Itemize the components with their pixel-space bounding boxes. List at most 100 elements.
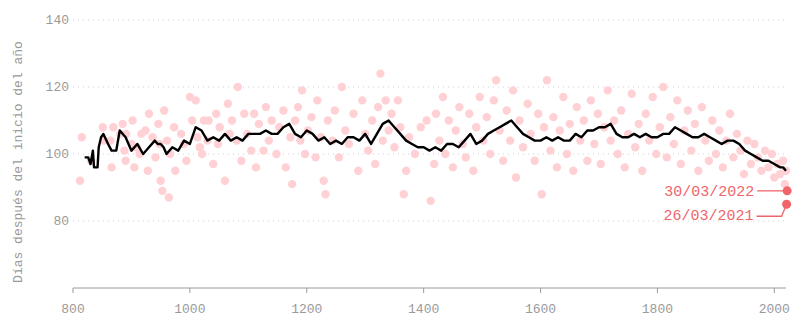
bloom-point <box>182 157 190 165</box>
x-tick <box>423 288 424 293</box>
bloom-point <box>198 150 206 158</box>
bloom-point <box>543 76 551 84</box>
bloom-point <box>559 93 567 101</box>
x-tick <box>306 288 307 293</box>
trend-line <box>85 121 786 171</box>
bloom-point <box>387 110 395 118</box>
bloom-point <box>768 150 776 158</box>
bloom-point <box>250 110 258 118</box>
bloom-point <box>563 150 571 158</box>
bloom-point <box>486 150 494 158</box>
bloom-point <box>288 180 296 188</box>
bloom-point <box>556 126 564 134</box>
bloom-point <box>237 157 245 165</box>
bloom-point <box>490 96 498 104</box>
bloom-point <box>590 140 598 148</box>
bloom-point <box>649 93 657 101</box>
bloom-point <box>499 157 507 165</box>
bloom-point <box>130 163 138 171</box>
bloom-point <box>141 126 149 134</box>
bloom-point <box>335 153 343 161</box>
bloom-point <box>449 163 457 171</box>
bloom-point <box>209 160 217 168</box>
bloom-point <box>368 116 376 124</box>
x-axis-line <box>73 288 786 289</box>
bloom-point <box>228 116 236 124</box>
bloom-point <box>128 116 136 124</box>
bloom-point <box>301 150 309 158</box>
bloom-point <box>617 106 625 114</box>
bloom-point <box>338 83 346 91</box>
bloom-point <box>506 136 514 144</box>
bloom-point <box>492 76 500 84</box>
bloom-point <box>265 136 273 144</box>
bloom-point <box>307 113 315 121</box>
bloom-point <box>268 116 276 124</box>
bloom-point <box>519 143 527 151</box>
bloom-point <box>341 126 349 134</box>
bloom-point <box>422 116 430 124</box>
bloom-point <box>705 157 713 165</box>
bloom-point <box>546 146 554 154</box>
bloom-point <box>698 103 706 111</box>
bloom-point <box>613 150 621 158</box>
bloom-point <box>165 193 173 201</box>
bloom-point <box>538 190 546 198</box>
bloom-point <box>331 106 339 114</box>
bloom-point <box>358 96 366 104</box>
annotation: 26/03/2021 <box>664 208 754 225</box>
bloom-point <box>311 153 319 161</box>
x-tick-label: 1400 <box>408 302 439 317</box>
bloom-point <box>212 110 220 118</box>
bloom-point <box>597 160 605 168</box>
bloom-point <box>708 116 716 124</box>
bloom-point <box>476 93 484 101</box>
bloom-point <box>291 116 299 124</box>
bloom-point <box>462 153 470 161</box>
annotation-leader <box>757 190 787 191</box>
bloom-point <box>469 167 477 175</box>
bloom-point <box>188 116 196 124</box>
bloom-point <box>764 163 772 171</box>
bloom-point <box>549 113 557 121</box>
bloom-point <box>99 123 107 131</box>
bloom-point <box>240 110 248 118</box>
bloom-point <box>364 146 372 154</box>
bloom-point <box>151 153 159 161</box>
bloom-point <box>553 163 561 171</box>
bloom-point <box>455 103 463 111</box>
annotation: 30/03/2022 <box>664 184 754 201</box>
bloom-point <box>262 103 270 111</box>
bloom-point <box>374 103 382 111</box>
bloom-point <box>642 110 650 118</box>
bloom-point <box>221 177 229 185</box>
bloom-point <box>224 100 232 108</box>
x-tick <box>189 288 190 293</box>
bloom-point <box>594 110 602 118</box>
x-tick <box>657 288 658 293</box>
bloom-point <box>156 177 164 185</box>
bloom-point <box>145 110 153 118</box>
bloom-point <box>677 160 685 168</box>
bloom-point <box>432 110 440 118</box>
bloom-point <box>376 69 384 77</box>
y-tick-label: 140 <box>46 13 69 28</box>
bloom-point <box>452 126 460 134</box>
y-grid-line <box>73 154 786 155</box>
bloom-point <box>512 173 520 181</box>
y-tick-label: 100 <box>46 147 69 162</box>
y-axis-label: Días después del inicio del año <box>11 41 26 283</box>
bloom-point <box>580 116 588 124</box>
bloom-point <box>740 170 748 178</box>
bloom-point <box>234 83 242 91</box>
bloom-point <box>313 96 321 104</box>
bloom-point <box>144 167 152 175</box>
bloom-point <box>379 136 387 144</box>
bloom-point <box>204 116 212 124</box>
x-tick-label: 1000 <box>174 302 205 317</box>
bloom-point <box>583 157 591 165</box>
bloom-point <box>78 133 86 141</box>
bloom-point <box>118 120 126 128</box>
x-tick-label: 1200 <box>291 302 322 317</box>
bloom-point <box>750 140 758 148</box>
